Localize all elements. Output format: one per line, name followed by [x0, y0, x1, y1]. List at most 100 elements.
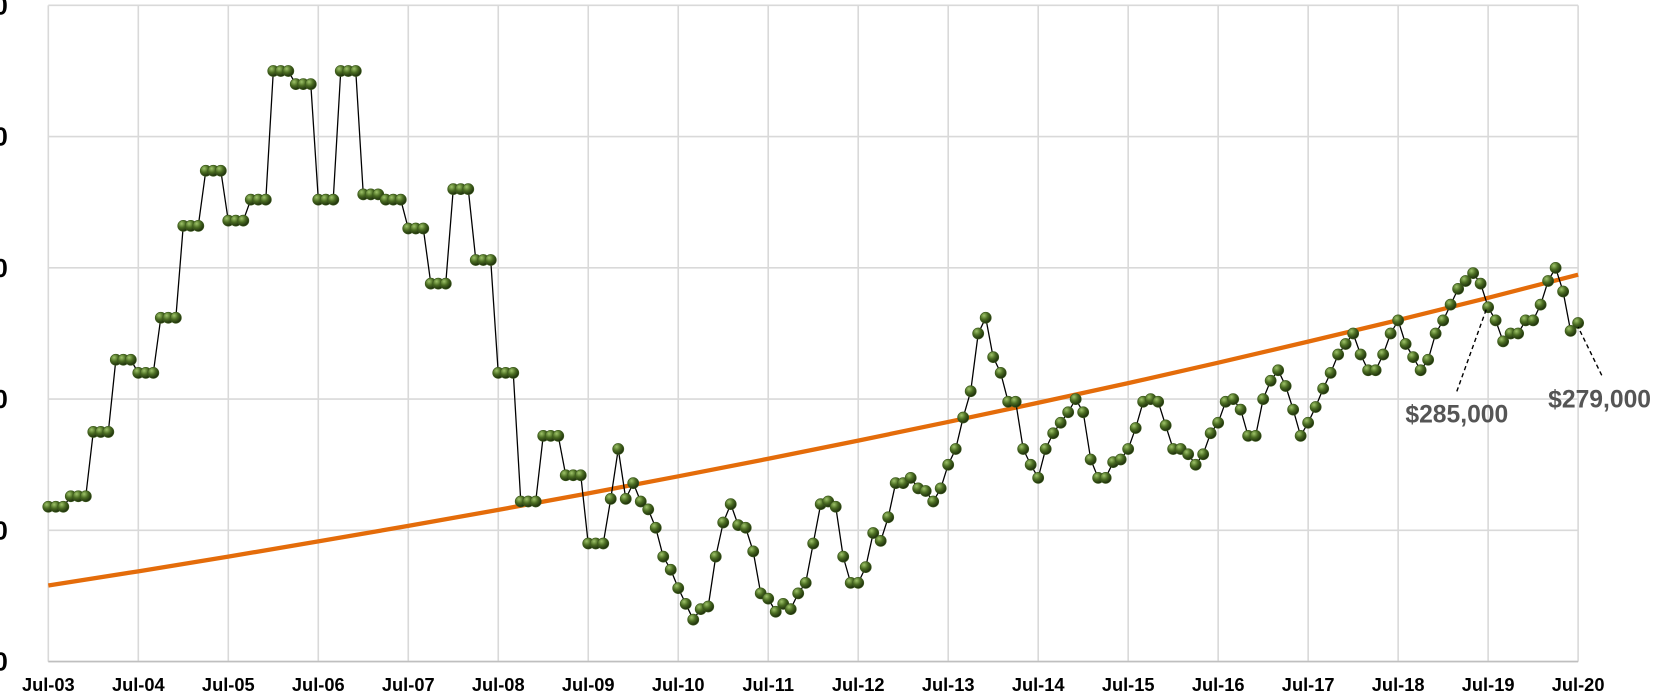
x-tick-label: Jul-07 — [382, 674, 435, 695]
data-point — [124, 353, 137, 366]
data-point — [1542, 275, 1555, 287]
data-point — [1069, 393, 1082, 406]
data-point — [1114, 453, 1127, 466]
data-point — [964, 385, 977, 398]
data-point — [942, 458, 955, 471]
data-point — [484, 254, 497, 266]
data-point — [1197, 448, 1210, 461]
x-tick-label: Jul-17 — [1282, 674, 1335, 695]
y-tick-label: 0 — [0, 124, 8, 152]
data-point — [1377, 348, 1390, 361]
data-point — [1564, 324, 1577, 337]
data-point — [1039, 443, 1052, 455]
data-point — [972, 327, 985, 340]
data-point — [612, 443, 625, 455]
x-tick-label: Jul-19 — [1462, 674, 1515, 695]
data-point — [1294, 429, 1307, 442]
x-tick-label: Jul-18 — [1372, 674, 1425, 695]
data-point — [574, 469, 587, 482]
data-point — [1204, 427, 1217, 440]
data-point — [417, 222, 430, 235]
data-point — [949, 443, 962, 455]
x-tick-label: Jul-09 — [562, 674, 615, 695]
data-point — [1339, 338, 1352, 350]
data-point — [1392, 314, 1405, 327]
data-point — [1009, 395, 1022, 408]
data-point — [1234, 403, 1247, 416]
data-point — [439, 277, 452, 290]
y-tick-label: 0 — [0, 0, 8, 20]
x-tick-label: Jul-05 — [202, 674, 255, 695]
data-point — [672, 582, 685, 595]
annotation: $285,000 — [1405, 402, 1508, 429]
data-point — [1534, 298, 1547, 311]
data-point — [1129, 422, 1142, 434]
data-point — [747, 545, 760, 558]
data-point — [1332, 348, 1345, 361]
x-tick-label: Jul-11 — [742, 674, 794, 695]
data-point — [1287, 403, 1300, 416]
data-point — [1474, 277, 1487, 290]
trend-line — [47, 272, 1579, 588]
data-point — [1257, 393, 1270, 406]
data-point — [1032, 471, 1045, 484]
data-point — [169, 311, 182, 324]
data-point — [1437, 314, 1450, 327]
data-point — [214, 164, 227, 177]
y-tick-label: 0 — [0, 517, 8, 545]
data-point — [304, 78, 317, 91]
data-point — [57, 500, 70, 513]
data-point — [1497, 335, 1510, 348]
data-point — [102, 426, 115, 438]
data-point — [1429, 327, 1442, 340]
x-tick-label: Jul-10 — [652, 674, 705, 695]
data-point — [784, 603, 797, 616]
x-tick-label: Jul-06 — [292, 674, 345, 695]
data-point — [1399, 338, 1412, 350]
annotation-leader — [1456, 307, 1488, 392]
y-tick-label: 0 — [0, 386, 8, 414]
data-point — [1084, 453, 1097, 466]
data-point — [679, 597, 692, 610]
x-tick-label: Jul-15 — [1102, 674, 1155, 695]
data-point — [627, 477, 640, 490]
data-point — [147, 366, 160, 379]
x-tick-label: Jul-03 — [22, 674, 75, 695]
data-point — [1212, 416, 1225, 429]
data-point — [702, 600, 715, 613]
data-point — [717, 516, 730, 529]
data-point — [1189, 458, 1202, 471]
data-point — [1047, 427, 1060, 440]
data-point — [709, 550, 722, 563]
data-point — [1489, 314, 1502, 327]
y-tick-label: 0 — [0, 649, 8, 677]
annotation-leader — [1577, 326, 1603, 376]
x-tick-label: Jul-16 — [1192, 674, 1245, 695]
data-point — [642, 503, 655, 516]
data-point — [462, 183, 475, 196]
data-point — [1122, 443, 1135, 455]
data-point — [1414, 364, 1427, 377]
data-point — [724, 498, 737, 511]
data-point — [882, 511, 895, 524]
data-point — [994, 366, 1007, 379]
data-point — [927, 495, 940, 508]
data-point — [192, 219, 205, 232]
data-point — [769, 605, 782, 618]
data-point — [1572, 317, 1585, 329]
data-point — [604, 492, 617, 505]
data-point — [1422, 353, 1435, 366]
x-tick-label: Jul-13 — [922, 674, 975, 695]
data-point — [259, 193, 272, 206]
data-point — [1512, 327, 1525, 340]
data-point — [687, 613, 700, 626]
x-tick-label: Jul-14 — [1012, 674, 1066, 695]
data-point — [1317, 382, 1330, 395]
data-point — [1302, 416, 1315, 429]
data-point — [874, 534, 887, 547]
data-point — [237, 214, 250, 227]
data-point — [282, 65, 295, 77]
data-point — [919, 485, 932, 497]
data-point — [904, 471, 917, 484]
